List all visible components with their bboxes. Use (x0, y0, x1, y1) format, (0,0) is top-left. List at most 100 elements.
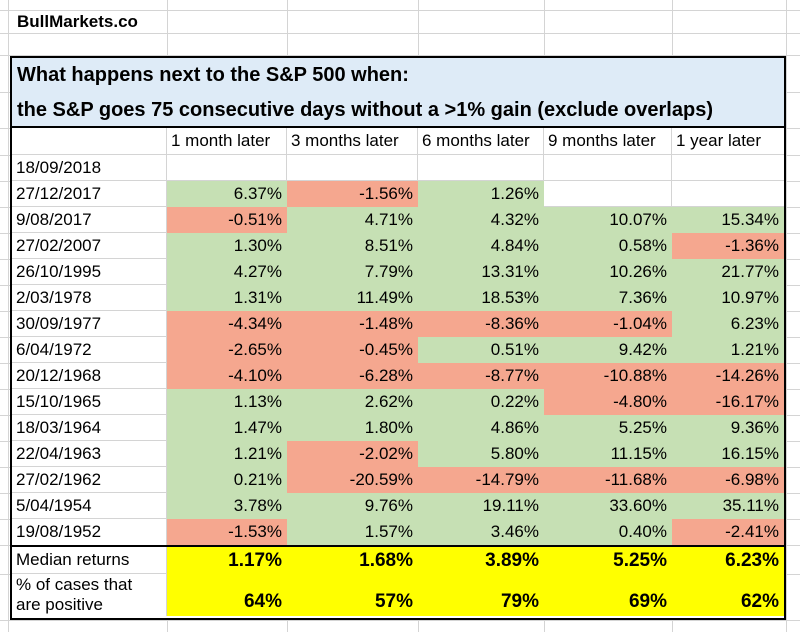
date-cell[interactable]: 27/02/2007 (12, 233, 167, 259)
date-cell[interactable]: 9/08/2017 (12, 207, 167, 233)
return-cell[interactable]: 21.77% (672, 259, 784, 285)
return-cell[interactable]: 35.11% (672, 493, 784, 519)
return-cell[interactable]: 1.47% (167, 415, 287, 441)
return-cell[interactable]: -16.17% (672, 389, 784, 415)
return-cell[interactable]: -6.98% (672, 467, 784, 493)
date-cell[interactable]: 22/04/1963 (12, 441, 167, 467)
return-cell[interactable]: -14.26% (672, 363, 784, 389)
return-cell[interactable]: 0.21% (167, 467, 287, 493)
median-value-1y[interactable]: 6.23% (672, 547, 784, 574)
return-cell[interactable]: -4.34% (167, 311, 287, 337)
date-cell[interactable]: 19/08/1952 (12, 519, 167, 545)
return-cell[interactable]: -14.79% (418, 467, 544, 493)
median-value-1m[interactable]: 1.17% (167, 547, 287, 574)
date-cell[interactable]: 20/12/1968 (12, 363, 167, 389)
date-cell[interactable]: 27/12/2017 (12, 181, 167, 207)
median-value-6m[interactable]: 3.89% (418, 547, 544, 574)
return-cell[interactable]: 4.71% (287, 207, 418, 233)
return-cell[interactable]: -2.65% (167, 337, 287, 363)
return-cell[interactable]: 3.46% (418, 519, 544, 545)
column-header[interactable]: 9 months later (544, 128, 672, 155)
return-cell[interactable]: 1.21% (672, 337, 784, 363)
column-header[interactable]: 6 months later (418, 128, 544, 155)
return-cell[interactable] (544, 181, 672, 207)
return-cell[interactable]: 1.80% (287, 415, 418, 441)
median-label[interactable]: Median returns (12, 547, 167, 574)
return-cell[interactable] (418, 155, 544, 181)
return-cell[interactable] (544, 155, 672, 181)
return-cell[interactable]: 1.13% (167, 389, 287, 415)
date-cell[interactable]: 27/02/1962 (12, 467, 167, 493)
return-cell[interactable] (672, 181, 784, 207)
return-cell[interactable]: -4.80% (544, 389, 672, 415)
return-cell[interactable]: 10.26% (544, 259, 672, 285)
date-cell[interactable]: 18/03/1964 (12, 415, 167, 441)
return-cell[interactable]: 10.97% (672, 285, 784, 311)
return-cell[interactable]: 1.31% (167, 285, 287, 311)
pct-positive-9m[interactable]: 69% (544, 574, 672, 616)
median-value-3m[interactable]: 1.68% (287, 547, 418, 574)
return-cell[interactable]: 0.58% (544, 233, 672, 259)
date-cell[interactable]: 2/03/1978 (12, 285, 167, 311)
return-cell[interactable]: 0.40% (544, 519, 672, 545)
return-cell[interactable]: 6.37% (167, 181, 287, 207)
return-cell[interactable] (672, 155, 784, 181)
return-cell[interactable]: 7.79% (287, 259, 418, 285)
return-cell[interactable]: 16.15% (672, 441, 784, 467)
date-cell[interactable]: 30/09/1977 (12, 311, 167, 337)
return-cell[interactable]: -1.56% (287, 181, 418, 207)
return-cell[interactable]: 1.26% (418, 181, 544, 207)
return-cell[interactable]: -11.68% (544, 467, 672, 493)
column-header[interactable]: 3 months later (287, 128, 418, 155)
date-cell[interactable]: 26/10/1995 (12, 259, 167, 285)
return-cell[interactable]: 4.84% (418, 233, 544, 259)
return-cell[interactable] (287, 155, 418, 181)
return-cell[interactable]: 4.27% (167, 259, 287, 285)
return-cell[interactable]: -2.02% (287, 441, 418, 467)
return-cell[interactable]: -1.36% (672, 233, 784, 259)
return-cell[interactable]: -10.88% (544, 363, 672, 389)
return-cell[interactable]: -8.77% (418, 363, 544, 389)
return-cell[interactable]: 5.25% (544, 415, 672, 441)
return-cell[interactable]: 8.51% (287, 233, 418, 259)
return-cell[interactable]: 1.30% (167, 233, 287, 259)
column-header[interactable]: 1 year later (672, 128, 784, 155)
return-cell[interactable]: -2.41% (672, 519, 784, 545)
return-cell[interactable]: -1.48% (287, 311, 418, 337)
pct-positive-3m[interactable]: 57% (287, 574, 418, 616)
return-cell[interactable]: -6.28% (287, 363, 418, 389)
return-cell[interactable]: 3.78% (167, 493, 287, 519)
return-cell[interactable]: 33.60% (544, 493, 672, 519)
return-cell[interactable]: 13.31% (418, 259, 544, 285)
return-cell[interactable]: -1.04% (544, 311, 672, 337)
return-cell[interactable]: 0.51% (418, 337, 544, 363)
return-cell[interactable]: 5.80% (418, 441, 544, 467)
return-cell[interactable]: 7.36% (544, 285, 672, 311)
return-cell[interactable]: 9.42% (544, 337, 672, 363)
date-cell[interactable]: 6/04/1972 (12, 337, 167, 363)
pct-positive-label[interactable]: % of cases that are positive (12, 574, 167, 616)
return-cell[interactable] (167, 155, 287, 181)
return-cell[interactable]: 1.21% (167, 441, 287, 467)
return-cell[interactable]: -0.51% (167, 207, 287, 233)
return-cell[interactable]: -1.53% (167, 519, 287, 545)
return-cell[interactable]: -0.45% (287, 337, 418, 363)
return-cell[interactable]: 2.62% (287, 389, 418, 415)
date-cell[interactable]: 18/09/2018 (12, 155, 167, 181)
return-cell[interactable]: 19.11% (418, 493, 544, 519)
median-value-9m[interactable]: 5.25% (544, 547, 672, 574)
return-cell[interactable]: 18.53% (418, 285, 544, 311)
return-cell[interactable]: 6.23% (672, 311, 784, 337)
return-cell[interactable]: 10.07% (544, 207, 672, 233)
return-cell[interactable]: 4.32% (418, 207, 544, 233)
column-header[interactable]: 1 month later (167, 128, 287, 155)
return-cell[interactable]: 15.34% (672, 207, 784, 233)
return-cell[interactable]: -4.10% (167, 363, 287, 389)
pct-positive-1m[interactable]: 64% (167, 574, 287, 616)
date-cell[interactable]: 5/04/1954 (12, 493, 167, 519)
return-cell[interactable]: 1.57% (287, 519, 418, 545)
return-cell[interactable]: 11.49% (287, 285, 418, 311)
return-cell[interactable]: 9.76% (287, 493, 418, 519)
pct-positive-6m[interactable]: 79% (418, 574, 544, 616)
return-cell[interactable]: 4.86% (418, 415, 544, 441)
